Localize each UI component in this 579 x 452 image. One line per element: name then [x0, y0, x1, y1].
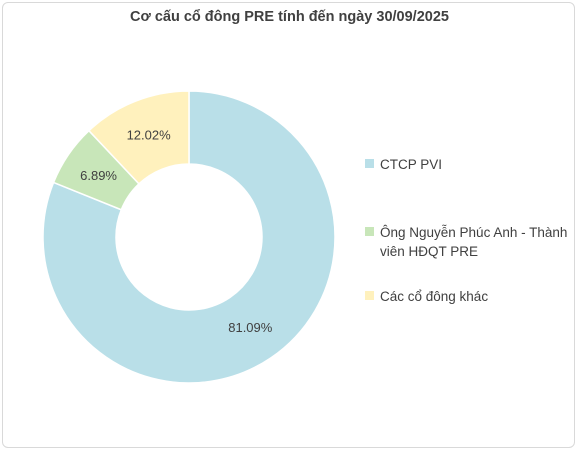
legend-item-nguyen-phuc-anh: Ông Nguyễn Phúc Anh - Thành viên HĐQT PR… — [365, 223, 570, 261]
legend-label: CTCP PVI — [380, 157, 443, 172]
legend-swatch — [365, 291, 374, 300]
legend-item-other-shareholders: Các cổ đông khác — [365, 287, 570, 306]
legend-swatch — [365, 227, 374, 236]
legend-label: Ông Nguyễn Phúc Anh - Thành viên HĐQT PR… — [380, 225, 568, 259]
donut-slice — [42, 90, 336, 384]
data-label: 12.02% — [127, 128, 172, 143]
data-label: 6.89% — [80, 168, 117, 183]
chart-title: Cơ cấu cổ đông PRE tính đến ngày 30/09/2… — [130, 9, 449, 25]
data-label: 81.09% — [228, 320, 273, 335]
legend-item-ctcp-pvi: CTCP PVI — [365, 155, 570, 174]
legend-swatch — [365, 159, 374, 168]
legend-label: Các cổ đông khác — [380, 289, 489, 304]
donut-slice — [87, 90, 190, 185]
